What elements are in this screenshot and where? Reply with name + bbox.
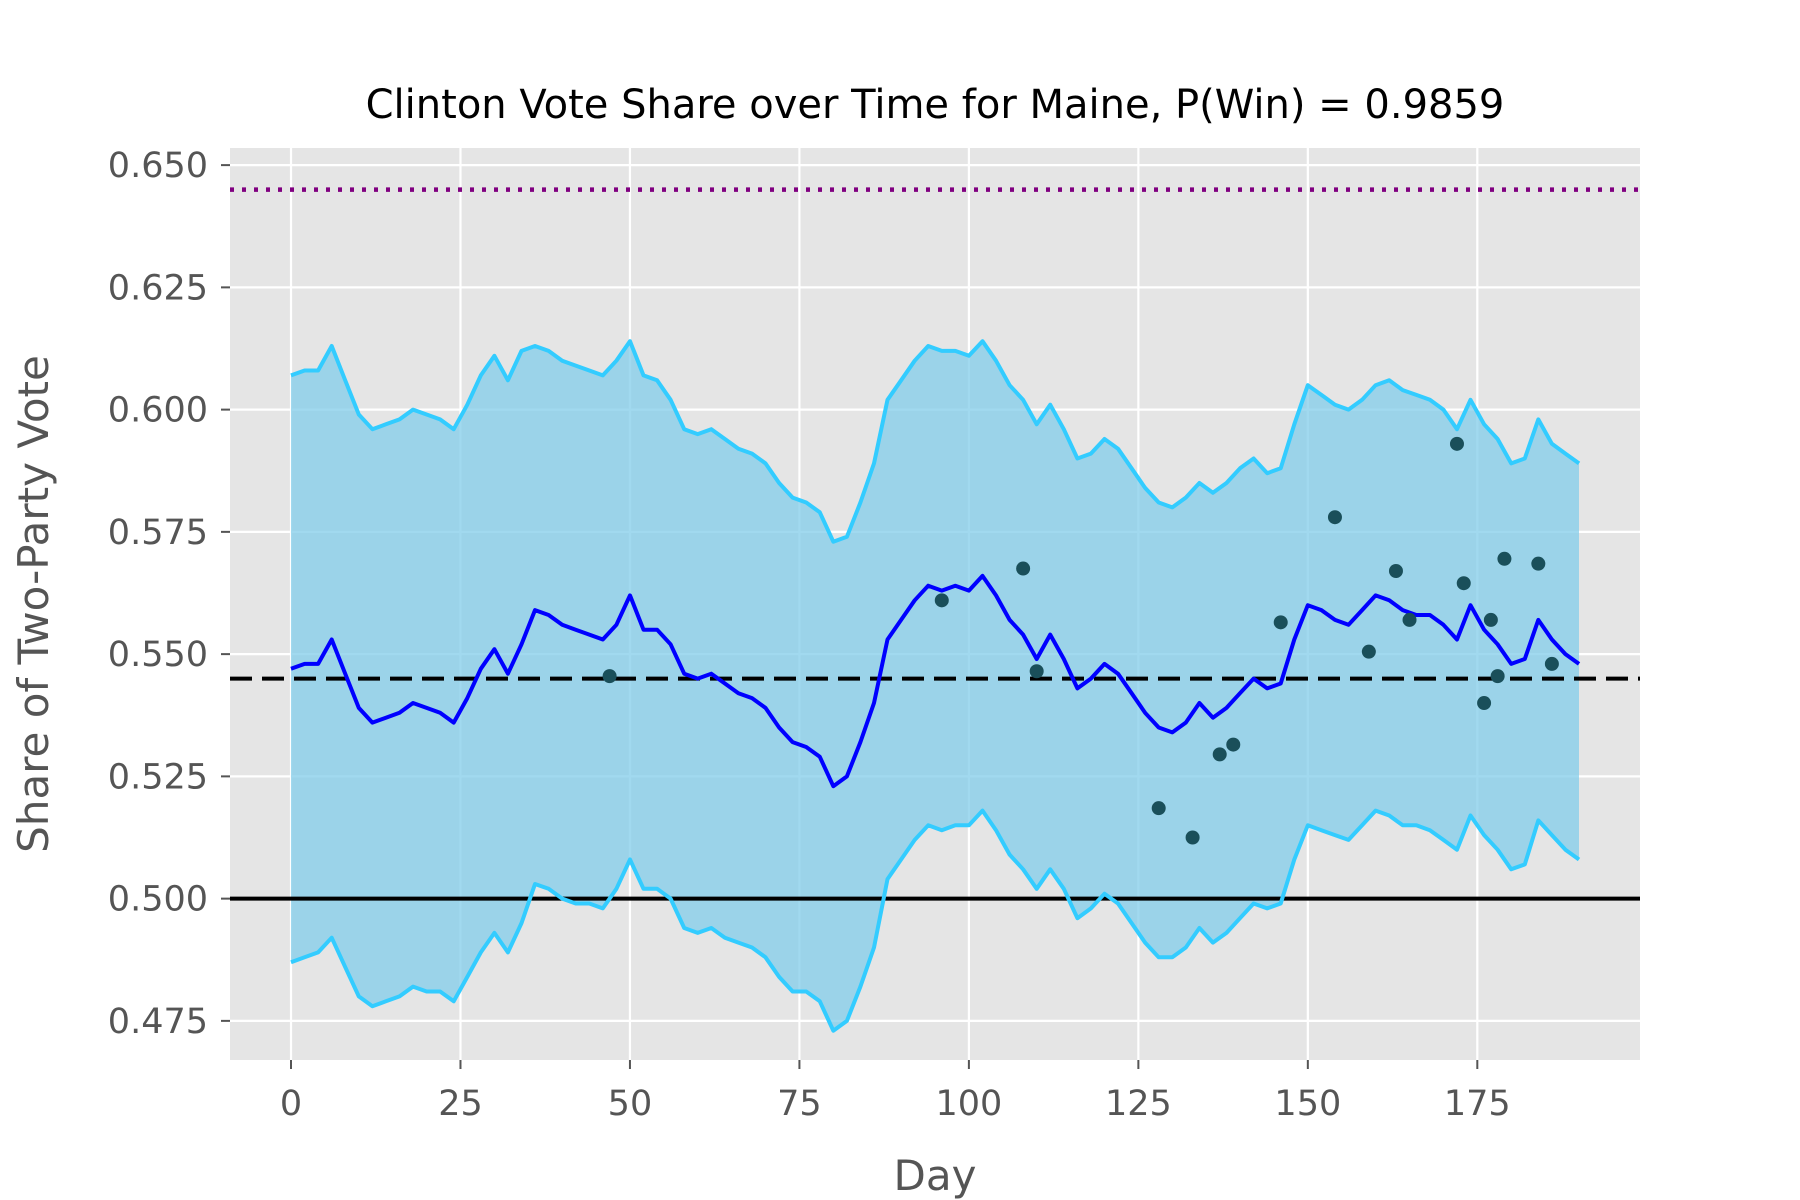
- poll-point: [1449, 436, 1464, 451]
- poll-point: [1483, 612, 1498, 627]
- poll-point: [1477, 696, 1492, 711]
- poll-point: [1402, 612, 1417, 627]
- poll-point: [1497, 551, 1512, 566]
- x-tick-label: 175: [1444, 1084, 1511, 1124]
- y-axis-ticks: 0.475 0.500 0.525 0.550 0.575 0.600 0.625 0.650: [108, 146, 230, 1042]
- y-tick-label: 0.625: [108, 268, 208, 308]
- y-axis-title: Share of Two-Party Vote: [9, 355, 58, 853]
- y-tick-label: 0.475: [108, 1002, 208, 1042]
- poll-point: [1361, 644, 1376, 659]
- y-tick-label: 0.550: [108, 635, 208, 675]
- upper-bound-line: [290, 339, 1581, 544]
- x-tick-label: 25: [438, 1084, 483, 1124]
- poll-point: [1456, 576, 1471, 591]
- x-tick-label: 100: [935, 1084, 1002, 1124]
- poll-point: [1029, 664, 1044, 679]
- y-tick-label: 0.650: [108, 146, 208, 186]
- x-tick-label: 75: [777, 1084, 822, 1124]
- poll-point: [1388, 563, 1403, 578]
- confidence-band: [291, 341, 1579, 1031]
- poll-point: [1151, 801, 1166, 816]
- poll-point: [1185, 830, 1200, 845]
- poll-point: [1273, 615, 1288, 630]
- poll-point: [1490, 669, 1505, 684]
- y-tick-label: 0.600: [108, 391, 208, 431]
- x-tick-label: 125: [1105, 1084, 1172, 1124]
- reference-lines: [230, 187, 1640, 901]
- x-axis-title: Day: [894, 1151, 977, 1200]
- y-tick-label: 0.525: [108, 757, 208, 797]
- x-tick-label: 150: [1274, 1084, 1341, 1124]
- x-tick-label: 50: [608, 1084, 653, 1124]
- x-axis-ticks: 0 25 50 75 100 125 150 175: [280, 1060, 1511, 1124]
- y-tick-label: 0.500: [108, 880, 208, 920]
- mean-line: [290, 573, 1581, 789]
- poll-point: [1212, 747, 1227, 762]
- poll-point: [602, 669, 617, 684]
- poll-point: [1531, 556, 1546, 571]
- poll-point: [1226, 737, 1241, 752]
- poll-point: [1544, 656, 1559, 671]
- poll-points: [602, 436, 1559, 845]
- y-tick-label: 0.575: [108, 513, 208, 553]
- series-lines: [290, 339, 1581, 1033]
- x-tick-label: 0: [280, 1084, 302, 1124]
- band-fill: [291, 341, 1579, 1031]
- lower-bound-line: [290, 808, 1581, 1033]
- poll-point: [1016, 561, 1031, 576]
- chart-title: Clinton Vote Share over Time for Maine, …: [366, 82, 1505, 128]
- poll-point: [1327, 510, 1342, 525]
- poll-point: [934, 593, 949, 608]
